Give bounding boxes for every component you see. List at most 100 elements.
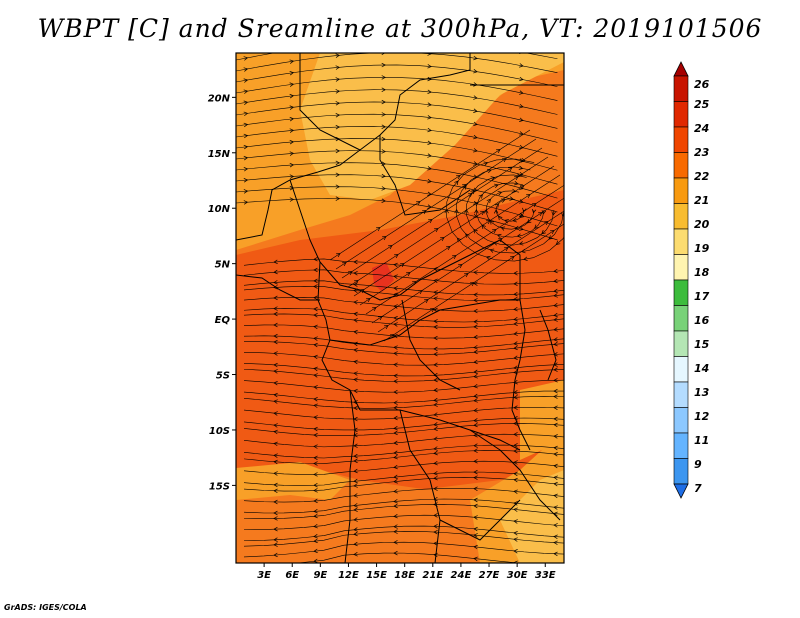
streamline-arrow bbox=[433, 460, 438, 466]
streamline-arrow bbox=[353, 271, 358, 276]
streamline-arrow bbox=[513, 443, 518, 448]
streamline-arrow bbox=[553, 312, 558, 318]
streamline-arrow bbox=[519, 76, 524, 82]
streamline-arrow bbox=[313, 534, 318, 539]
streamline-arrow bbox=[525, 194, 531, 199]
streamline-arrow bbox=[445, 246, 451, 251]
streamline-arrow bbox=[513, 369, 518, 375]
streamline-arrow bbox=[433, 426, 438, 432]
streamline bbox=[243, 498, 564, 514]
streamline-arrow bbox=[454, 180, 459, 186]
streamline bbox=[371, 197, 564, 324]
streamline-arrow bbox=[553, 475, 558, 480]
streamline-arrow bbox=[513, 537, 518, 542]
streamline-arrow bbox=[473, 418, 478, 423]
streamline-arrow bbox=[433, 397, 438, 403]
streamline bbox=[236, 89, 558, 115]
wbpt-region bbox=[236, 190, 564, 490]
streamline-arrow bbox=[427, 153, 432, 158]
streamline-arrow bbox=[335, 112, 341, 118]
streamline-arrow bbox=[553, 388, 558, 394]
streamline-arrow bbox=[393, 351, 398, 356]
streamline-arrow bbox=[243, 67, 249, 72]
border-line bbox=[360, 409, 521, 451]
streamline-arrow bbox=[353, 318, 358, 323]
streamline-arrow bbox=[353, 541, 358, 547]
streamline-arrow bbox=[411, 281, 417, 286]
streamline-arrow bbox=[553, 422, 558, 428]
streamline-arrow bbox=[473, 515, 478, 520]
streamline-arrow bbox=[473, 374, 478, 379]
streamline-arrow bbox=[313, 432, 318, 438]
streamline-arrow bbox=[313, 284, 318, 289]
streamline-arrow bbox=[473, 202, 479, 207]
streamline-arrow bbox=[516, 233, 522, 238]
streamline-arrow bbox=[512, 218, 517, 223]
streamline-arrow bbox=[553, 405, 558, 410]
border-line bbox=[289, 179, 421, 301]
streamline-arrow bbox=[513, 489, 518, 494]
streamline-arrow bbox=[433, 377, 438, 383]
streamline-arrow bbox=[473, 469, 478, 475]
streamline-arrow bbox=[473, 319, 478, 324]
streamline-arrow bbox=[427, 140, 432, 146]
colorbar-label: 7 bbox=[694, 482, 702, 495]
streamline-arrow bbox=[273, 322, 278, 328]
streamline-arrow bbox=[313, 513, 318, 519]
streamline-arrow bbox=[289, 185, 295, 191]
streamline bbox=[329, 129, 531, 261]
streamline-arrow bbox=[473, 486, 478, 491]
streamline-arrow bbox=[473, 82, 478, 87]
streamline bbox=[353, 165, 555, 297]
streamline-arrow bbox=[553, 337, 558, 342]
border-line bbox=[511, 329, 531, 451]
streamline-arrow bbox=[313, 397, 318, 402]
streamline-arrow bbox=[473, 443, 478, 448]
streamline-arrow bbox=[489, 248, 495, 253]
streamline-arrow bbox=[393, 425, 398, 431]
streamline bbox=[383, 223, 564, 342]
streamline-arrow bbox=[353, 478, 358, 484]
streamline bbox=[243, 477, 564, 492]
streamline-arrow bbox=[473, 43, 477, 47]
streamline bbox=[243, 258, 564, 274]
streamline-arrow bbox=[433, 228, 439, 233]
streamline-arrow bbox=[553, 341, 558, 347]
streamline-arrow bbox=[393, 503, 398, 509]
streamline bbox=[236, 174, 558, 213]
streamline bbox=[243, 423, 564, 436]
streamline-arrow bbox=[433, 372, 438, 378]
streamline-arrow bbox=[553, 434, 558, 439]
streamline-arrow bbox=[553, 511, 558, 517]
streamline-arrow bbox=[273, 453, 278, 458]
streamline-arrow bbox=[273, 399, 278, 404]
streamline-arrow bbox=[313, 403, 318, 408]
streamline-arrow bbox=[429, 308, 435, 313]
streamline-arrow bbox=[290, 48, 294, 52]
streamline bbox=[243, 531, 564, 547]
streamline bbox=[243, 269, 564, 285]
streamline-arrow bbox=[353, 311, 358, 317]
streamline-arrow bbox=[381, 53, 386, 55]
streamline-arrow bbox=[433, 436, 438, 441]
streamline-arrow bbox=[335, 89, 341, 94]
streamline-arrow bbox=[389, 334, 395, 339]
streamline-arrow bbox=[243, 200, 249, 205]
streamline-arrow bbox=[382, 38, 386, 42]
streamline-arrow bbox=[393, 440, 398, 446]
streamline-arrow bbox=[353, 329, 358, 335]
streamline-arrow bbox=[433, 446, 438, 451]
streamline-arrow bbox=[494, 203, 500, 208]
streamline-arrow bbox=[473, 497, 478, 503]
streamline-arrow bbox=[433, 402, 438, 407]
streamline-arrow bbox=[433, 387, 438, 393]
streamline-arrow bbox=[393, 333, 398, 339]
streamline-arrow bbox=[393, 479, 398, 484]
border-line bbox=[299, 53, 361, 151]
streamline bbox=[236, 198, 558, 241]
streamline-arrow bbox=[514, 225, 520, 231]
streamline-arrow bbox=[381, 136, 386, 142]
streamline-arrow bbox=[553, 268, 558, 274]
streamline-arrow bbox=[381, 124, 386, 129]
streamline-arrow bbox=[451, 255, 457, 260]
